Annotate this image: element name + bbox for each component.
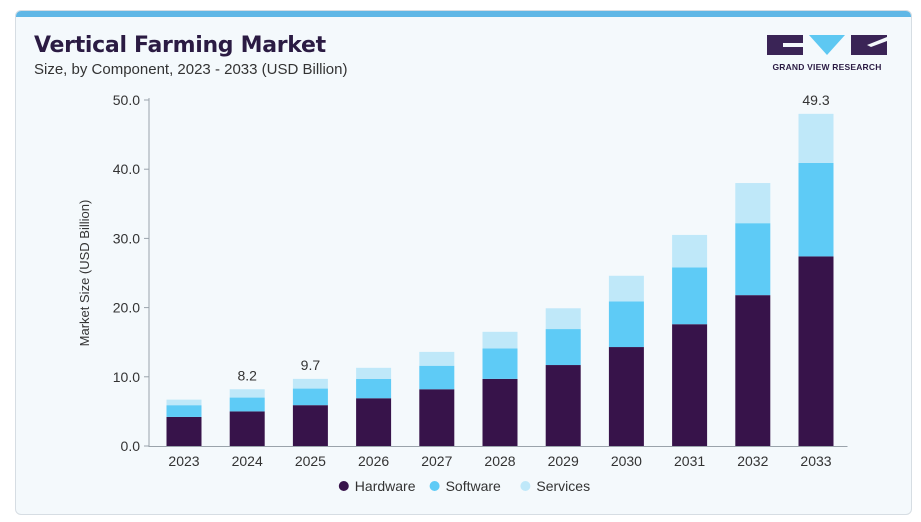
bar-software-2027 [419,365,455,390]
bar-software-2028 [482,348,518,379]
bar-hardware-2028 [482,378,518,446]
y-tick-label: 30.0 [113,230,140,246]
y-tick-label: 20.0 [113,300,140,316]
chart-subtitle: Size, by Component, 2023 - 2033 (USD Bil… [34,61,348,78]
bar-software-2026 [356,378,392,399]
bar-hardware-2024 [229,411,265,446]
x-tick-label: 2023 [168,453,199,469]
legend-label-services: Services [536,478,590,494]
x-tick-label: 2031 [674,453,705,469]
legend-label-hardware: Hardware [355,478,416,494]
bar-hardware-2033 [798,256,834,446]
bar-services-2024 [229,389,265,398]
bar-services-2026 [356,367,392,379]
x-tick-label: 2025 [295,453,326,469]
bar-services-2031 [672,234,708,268]
bar-hardware-2031 [672,324,708,446]
bar-hardware-2029 [545,365,581,446]
x-tick-label: 2030 [611,453,642,469]
bar-software-2030 [608,301,644,348]
x-tick-label: 2026 [358,453,389,469]
chart-title: Vertical Farming Market [34,33,326,58]
x-tick-label: 2027 [421,453,452,469]
bar-hardware-2025 [292,405,328,446]
legend-marker-hardware [338,481,349,491]
bar-services-2025 [292,378,328,389]
data-label-2025: 9.7 [301,357,321,373]
x-tick-label: 2024 [232,453,263,469]
bar-software-2032 [735,223,771,296]
bar-software-2033 [798,162,834,257]
y-tick-label: 10.0 [113,369,140,385]
top-accent-bar [16,11,911,17]
x-tick-label: 2033 [800,453,831,469]
bar-software-2023 [166,405,202,417]
x-tick-label: 2029 [548,453,579,469]
y-axis-title: Market Size (USD Billion) [77,200,92,347]
bar-software-2024 [229,397,265,412]
legend-marker-software [429,481,440,491]
x-tick-label: 2028 [484,453,515,469]
logo-mark-icon [767,35,887,55]
data-label-2024: 8.2 [237,367,257,383]
bar-services-2033 [798,113,834,163]
bar-services-2032 [735,183,771,224]
y-tick-label: 0.0 [121,438,141,454]
bar-software-2029 [545,329,581,366]
bar-hardware-2026 [356,398,392,446]
legend-label-software: Software [446,478,501,494]
data-label-2033: 49.3 [802,92,829,108]
bar-hardware-2032 [735,295,771,446]
bar-services-2027 [419,351,455,366]
bar-services-2023 [166,399,202,406]
y-tick-label: 40.0 [113,161,140,177]
bar-services-2029 [545,308,581,330]
bar-hardware-2027 [419,389,455,446]
bar-services-2030 [608,275,644,302]
bar-hardware-2023 [166,416,202,446]
logo-text: GRAND VIEW RESEARCH [772,62,882,72]
grand-view-research-logo: GRAND VIEW RESEARCH [763,33,891,73]
chart-card: Vertical Farming Market Size, by Compone… [15,10,912,515]
x-tick-label: 2032 [737,453,768,469]
stacked-bar-chart: 0.0 10.0 20.0 30.0 40.0 50.0 Market Size (USD … [77,92,848,494]
bar-services-2028 [482,331,518,349]
bar-hardware-2030 [608,347,644,446]
bar-software-2031 [672,267,708,325]
legend-marker-services [520,481,531,491]
y-tick-label: 50.0 [113,92,140,108]
bar-software-2025 [292,388,328,406]
